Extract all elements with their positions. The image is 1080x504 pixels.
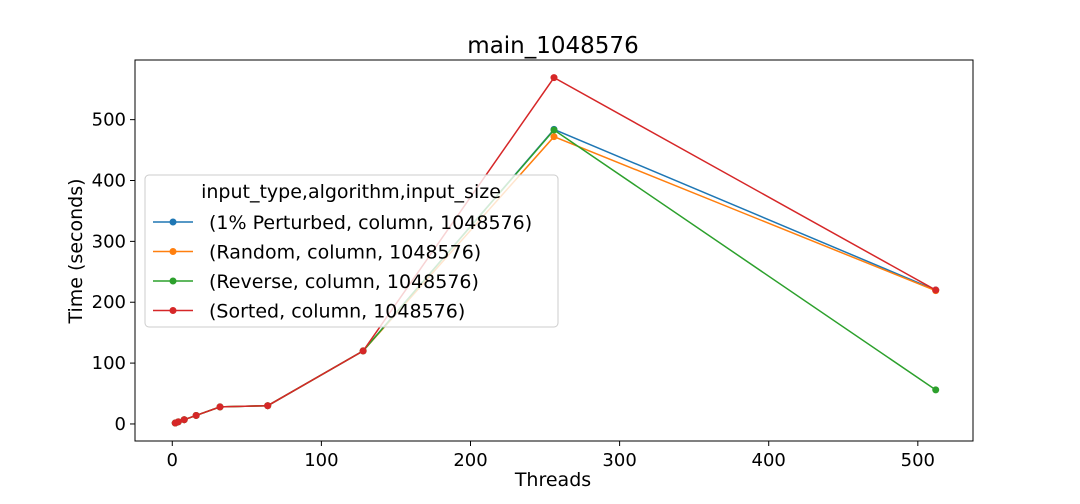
x-tick-label: 0: [167, 450, 178, 471]
y-tick-label: 400: [92, 171, 126, 192]
legend-label: (Reverse, column, 1048576): [209, 271, 479, 293]
x-axis: 0 100 200 300 400 500: [167, 441, 935, 471]
chart-title: main_1048576: [467, 33, 638, 59]
data-point: [932, 286, 940, 294]
legend-entry: (Reverse, column, 1048576): [153, 271, 479, 293]
data-point: [932, 386, 940, 394]
legend: input_type,algorithm,input_size (1% Pert…: [144, 174, 559, 328]
legend-label: (Sorted, column, 1048576): [209, 301, 465, 323]
x-tick-label: 100: [304, 450, 338, 471]
data-point: [550, 133, 558, 141]
data-point: [180, 416, 188, 424]
x-tick-label: 400: [752, 450, 786, 471]
data-point: [550, 74, 558, 82]
y-tick-label: 0: [115, 414, 126, 435]
legend-marker: [169, 307, 177, 314]
y-tick-label: 300: [92, 231, 126, 252]
y-tick-label: 500: [92, 110, 126, 131]
x-tick-label: 200: [453, 450, 487, 471]
legend-entry: (1% Perturbed, column, 1048576): [153, 212, 532, 234]
x-axis-label: Threads: [514, 469, 591, 491]
data-point: [192, 411, 200, 419]
data-point: [216, 403, 224, 411]
y-tick-label: 200: [92, 292, 126, 313]
legend-box: [144, 174, 559, 328]
series-3: [171, 74, 940, 427]
legend-entries: (1% Perturbed, column, 1048576) (Random, …: [153, 212, 532, 323]
data-point: [359, 347, 367, 355]
y-tick-label: 100: [92, 353, 126, 374]
legend-entry: (Random, column, 1048576): [153, 242, 481, 264]
x-tick-label: 300: [602, 450, 636, 471]
x-tick-label: 500: [901, 450, 935, 471]
legend-title: input_type,algorithm,input_size: [201, 181, 501, 203]
legend-entry: (Sorted, column, 1048576): [153, 301, 465, 323]
data-point: [174, 418, 182, 426]
legend-label: (Random, column, 1048576): [209, 242, 481, 264]
plot-area-frame: [134, 59, 974, 442]
legend-marker: [169, 218, 177, 226]
legend-label: (1% Perturbed, column, 1048576): [209, 212, 532, 234]
data-point: [550, 126, 558, 134]
legend-marker: [169, 248, 177, 255]
y-axis-label: Time (seconds): [65, 178, 87, 324]
legend-marker: [169, 277, 177, 285]
y-axis: 0 100 200 300 400 500: [92, 110, 135, 435]
data-point: [264, 402, 272, 410]
